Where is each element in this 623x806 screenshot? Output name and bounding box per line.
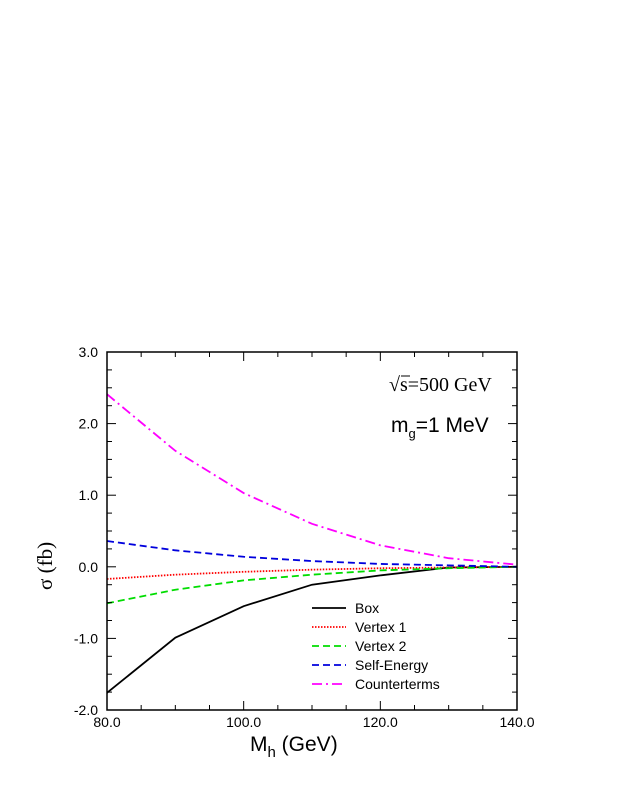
plot-frame	[106, 351, 518, 711]
x-axis-title: Mh (GeV)	[250, 733, 338, 761]
y-tick-label: -2.0	[74, 702, 98, 718]
x-axis-title-sub: h	[268, 744, 276, 761]
y-tick-label: 2.0	[79, 416, 99, 432]
x-tick-label: 120.0	[363, 714, 398, 730]
mass-annotation-main: m	[391, 414, 409, 437]
y-tick-label: 3.0	[79, 344, 99, 360]
mass-annotation-sub: g	[409, 426, 416, 441]
legend-label: Vertex 2	[355, 638, 407, 654]
y-axis-title-symbol: σ	[33, 579, 57, 590]
series-line-counterterms	[106, 393, 518, 566]
series-line-vertex-2	[106, 565, 518, 605]
x-tick-label: 100.0	[226, 714, 261, 730]
legend: Box Vertex 1 Vertex 2 Self-Energy Counterter…	[312, 600, 440, 692]
axis-ticks	[106, 351, 518, 711]
mass-annotation-value: =1 MeV	[416, 414, 489, 437]
legend-label: Counterterms	[355, 676, 440, 692]
mass-annotation: mg=1 MeV	[391, 414, 489, 441]
x-tick-label: 80.0	[93, 714, 120, 730]
legend-label: Vertex 1	[355, 619, 407, 635]
plot-area	[106, 393, 518, 694]
y-tick-label: 1.0	[79, 487, 99, 503]
tick-labels: 80.0 100.0 120.0 140.0 -2.0 -1.0 0.0 1.0 2.0 3.0	[74, 344, 535, 730]
x-axis-title-unit: (GeV)	[276, 733, 338, 756]
y-axis-title-unit: (fb)	[33, 542, 57, 579]
energy-annotation: √s=500 GeV	[389, 374, 492, 396]
energy-annotation-text: s=500 GeV	[400, 374, 492, 396]
series-line-self-energy	[106, 540, 518, 568]
y-tick-label: -1.0	[74, 630, 98, 646]
series-line-vertex-1	[106, 565, 518, 580]
legend-label: Self-Energy	[355, 657, 428, 673]
series-line-box	[106, 565, 518, 694]
sqrt-symbol: √	[389, 374, 400, 396]
y-axis-title: σ (fb)	[33, 542, 57, 590]
y-tick-label: 0.0	[79, 559, 99, 575]
x-axis-title-main: M	[250, 733, 268, 756]
legend-label: Box	[355, 600, 379, 616]
x-tick-label: 140.0	[499, 714, 534, 730]
